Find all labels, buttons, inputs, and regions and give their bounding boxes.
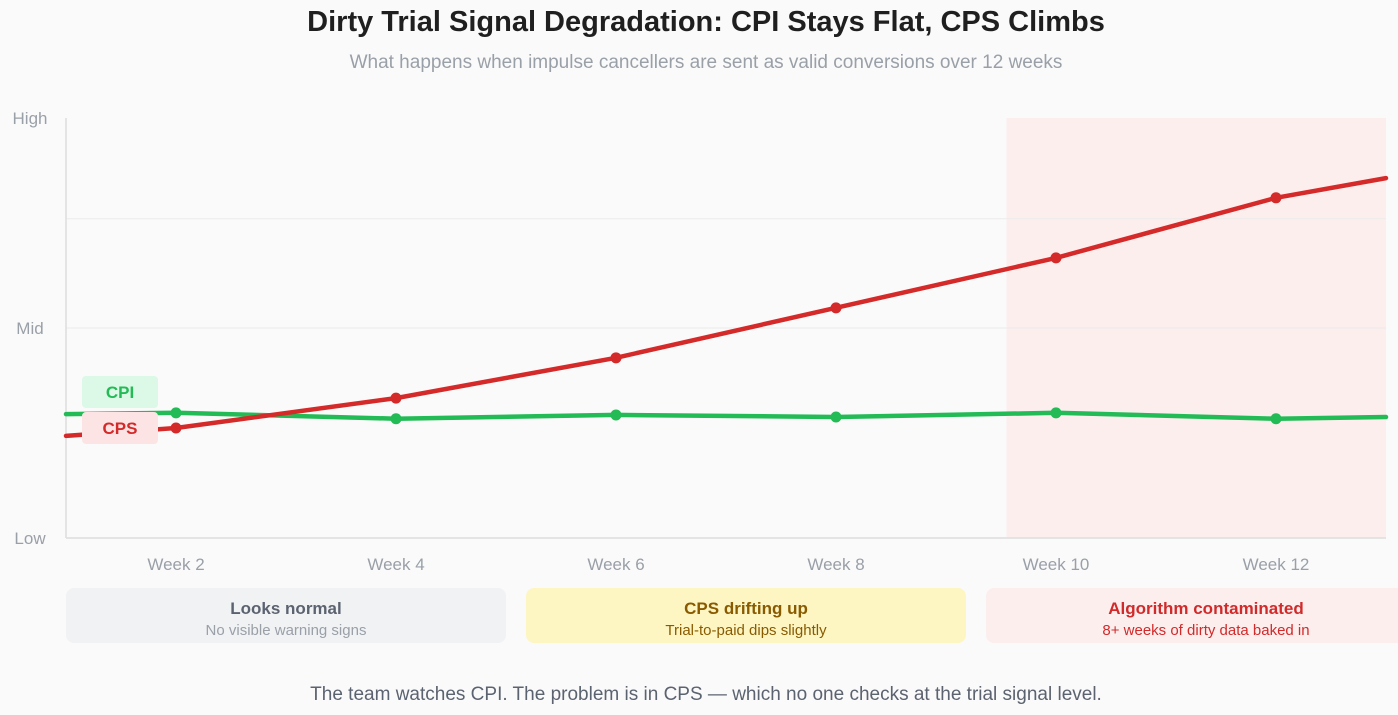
phase-title: Looks normal	[230, 599, 342, 618]
phase-looks-normal: Looks normal No visible warning signs	[66, 588, 506, 643]
chart-title: Dirty Trial Signal Degradation: CPI Stay…	[307, 6, 1105, 38]
cpi-point	[1050, 407, 1062, 419]
phase-cps-drifting: CPS drifting up Trial-to-paid dips sligh…	[526, 588, 966, 643]
cps-label: CPS	[82, 412, 158, 444]
cps-point	[390, 392, 402, 404]
footnote: The team watches CPI. The problem is in …	[310, 684, 1102, 705]
cps-point	[1270, 192, 1282, 204]
cps-point	[610, 352, 622, 364]
y-tick-label: Low	[14, 529, 46, 548]
cps-point	[830, 302, 842, 314]
x-tick-label: Week 6	[587, 555, 644, 574]
cpi-point	[390, 413, 402, 425]
phase-subtitle: No visible warning signs	[205, 622, 367, 639]
x-tick-label: Week 4	[367, 555, 424, 574]
cps-label-bg	[82, 412, 158, 444]
x-tick-label: Week 2	[147, 555, 204, 574]
phase-title: Algorithm contaminated	[1108, 599, 1304, 618]
line-chart: CPI CPS Low Mid High Week 2 Week 4 Week 6 Week …	[13, 109, 1389, 574]
chart-subtitle: What happens when impulse cancellers are…	[349, 52, 1063, 73]
y-tick-label: Mid	[16, 319, 43, 338]
phase-algorithm-contaminated: Algorithm contaminated 8+ weeks of dirty…	[986, 588, 1398, 643]
cpi-point	[1270, 413, 1282, 425]
cpi-point	[610, 409, 622, 421]
x-tick-label: Week 10	[1023, 555, 1090, 574]
cps-line	[63, 175, 1389, 439]
cpi-point	[830, 411, 842, 423]
cpi-line	[63, 410, 1389, 421]
x-tick-label: Week 8	[807, 555, 864, 574]
x-tick-label: Week 12	[1243, 555, 1310, 574]
phase-subtitle: Trial-to-paid dips slightly	[665, 622, 827, 639]
phase-title: CPS drifting up	[684, 599, 808, 618]
cpi-label: CPI	[82, 376, 158, 408]
cps-point	[170, 422, 182, 434]
cpi-label-bg	[82, 376, 158, 408]
cpi-point	[170, 407, 182, 419]
y-tick-label: High	[13, 109, 48, 128]
cps-label-text: CPS	[103, 419, 138, 438]
cpi-label-text: CPI	[106, 383, 134, 402]
phase-subtitle: 8+ weeks of dirty data baked in	[1102, 622, 1310, 639]
cps-point	[1050, 252, 1062, 264]
